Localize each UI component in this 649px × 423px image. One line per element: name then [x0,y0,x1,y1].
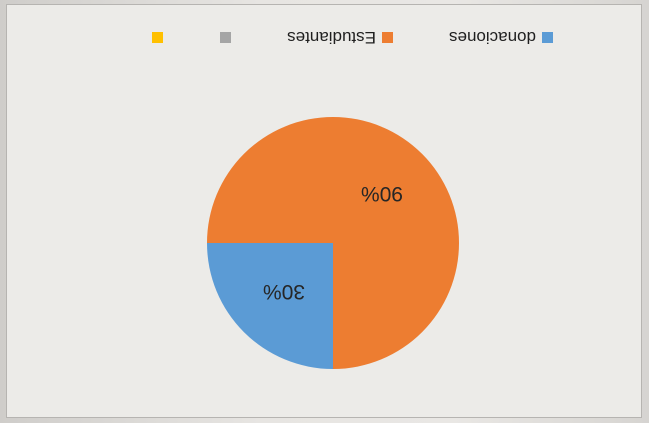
chart-legend: donaciones Estudiantes [152,28,553,47]
legend-label-2: Estudiantes [287,28,376,47]
pie-chart: 30% 90% donaciones Estudiantes [152,28,553,369]
pie-slices [207,117,459,369]
pie-data-labels: 30% 90% [263,182,403,303]
pie-chart-frame: 30% 90% donaciones Estudiantes [6,4,642,418]
legend-swatch-1 [542,32,553,43]
legend-label-1: donaciones [449,28,536,47]
pie-slice-donaciones [207,243,333,369]
data-label-donaciones: 30% [263,280,305,303]
legend-swatch-3 [220,32,231,43]
legend-swatch-4 [152,32,163,43]
pie-slice-estudiantes [207,117,459,369]
data-label-estudiantes: 90% [361,182,403,205]
legend-swatch-2 [382,32,393,43]
